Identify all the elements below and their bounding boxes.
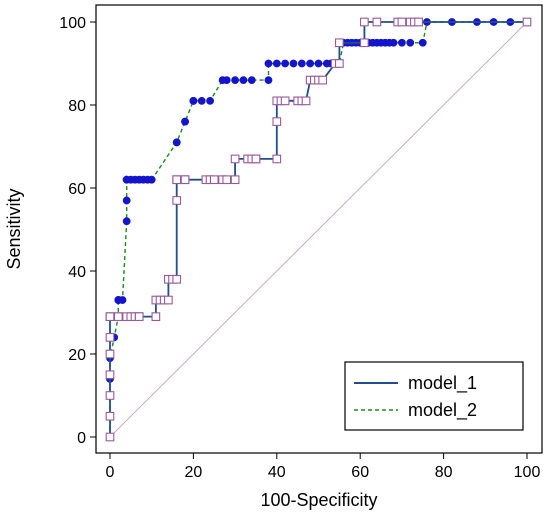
legend-label-model-1: model_1 bbox=[408, 373, 477, 394]
data-point-model-1 bbox=[105, 370, 115, 380]
data-point-model-1 bbox=[272, 117, 282, 126]
data-point-model-1 bbox=[105, 312, 115, 322]
series-layer bbox=[105, 17, 532, 442]
data-point-model-1 bbox=[134, 312, 144, 322]
data-point-model-1 bbox=[334, 59, 344, 68]
data-point-model-2 bbox=[206, 96, 214, 105]
axis-layer: 0 20 40 60 80 100 0 20 40 60 80 100 bbox=[59, 15, 540, 481]
data-point-model-2 bbox=[314, 59, 323, 68]
data-point-model-1 bbox=[151, 312, 161, 322]
data-point-model-2 bbox=[406, 38, 415, 47]
x-tick-label: 0 bbox=[106, 464, 115, 481]
x-tick-label: 40 bbox=[268, 464, 286, 481]
data-point-model-1 bbox=[397, 17, 407, 27]
y-tick-label: 40 bbox=[68, 264, 86, 281]
data-point-model-1 bbox=[105, 411, 115, 421]
y-tick-label: 80 bbox=[68, 98, 86, 115]
data-point-model-2 bbox=[297, 59, 306, 68]
data-point-model-1 bbox=[209, 175, 219, 185]
y-tick-label: 60 bbox=[68, 181, 86, 198]
data-point-model-2 bbox=[239, 76, 248, 84]
data-point-model-1 bbox=[360, 17, 369, 27]
data-point-model-2 bbox=[122, 196, 131, 205]
data-point-model-1 bbox=[230, 175, 240, 185]
data-point-model-1 bbox=[318, 75, 328, 85]
y-tick-label: 100 bbox=[59, 15, 86, 32]
data-point-model-1 bbox=[522, 17, 532, 27]
data-point-model-1 bbox=[105, 333, 115, 342]
data-point-model-1 bbox=[372, 17, 382, 27]
data-point-model-2 bbox=[272, 59, 281, 68]
data-point-model-2 bbox=[197, 96, 206, 105]
data-point-model-2 bbox=[281, 59, 290, 68]
data-point-model-2 bbox=[231, 76, 239, 84]
legend: model_1 model_2 bbox=[344, 361, 524, 431]
x-tick-label: 100 bbox=[514, 464, 541, 481]
data-point-model-1 bbox=[272, 154, 282, 164]
data-point-model-2 bbox=[181, 117, 189, 126]
data-point-model-2 bbox=[418, 38, 427, 47]
data-point-model-1 bbox=[172, 274, 182, 284]
data-point-model-1 bbox=[301, 96, 311, 106]
y-axis-label: Sensitivity bbox=[4, 188, 24, 269]
data-point-model-2 bbox=[289, 59, 298, 68]
data-point-model-2 bbox=[264, 59, 273, 68]
data-point-model-2 bbox=[389, 38, 398, 47]
data-point-model-1 bbox=[105, 349, 115, 359]
data-point-model-1 bbox=[360, 38, 369, 48]
plot-area-frame bbox=[95, 4, 543, 454]
data-point-model-1 bbox=[172, 196, 182, 205]
data-point-model-1 bbox=[334, 38, 344, 48]
data-point-model-2 bbox=[189, 96, 198, 105]
reference-line-layer bbox=[109, 21, 528, 438]
data-point-model-2 bbox=[222, 76, 231, 84]
series-model-1 bbox=[105, 17, 532, 442]
legend-label-model-2: model_2 bbox=[408, 400, 477, 421]
y-tick-label: 20 bbox=[68, 347, 86, 364]
data-point-model-2 bbox=[264, 76, 273, 84]
data-point-model-2 bbox=[306, 59, 315, 68]
data-point-model-1 bbox=[230, 154, 240, 164]
data-point-model-2 bbox=[172, 138, 181, 147]
data-point-model-1 bbox=[222, 175, 232, 185]
data-point-model-1 bbox=[105, 391, 115, 400]
data-point-model-1 bbox=[180, 175, 190, 185]
x-tick-label: 60 bbox=[351, 464, 369, 481]
x-tick-label: 20 bbox=[185, 464, 203, 481]
data-point-model-2 bbox=[147, 175, 156, 184]
data-point-model-1 bbox=[164, 295, 173, 305]
x-axis-label: 100-Specificity bbox=[260, 490, 377, 510]
data-point-model-1 bbox=[251, 154, 261, 164]
legend-box bbox=[344, 361, 524, 431]
data-point-model-1 bbox=[414, 17, 423, 27]
data-point-model-2 bbox=[122, 217, 131, 226]
data-point-model-1 bbox=[172, 175, 182, 185]
data-point-model-2 bbox=[118, 296, 127, 304]
data-point-model-2 bbox=[397, 38, 406, 47]
x-tick-label: 80 bbox=[435, 464, 453, 481]
data-point-model-1 bbox=[113, 312, 123, 322]
y-tick-label: 0 bbox=[77, 430, 86, 447]
data-point-model-1 bbox=[280, 96, 290, 106]
data-point-model-1 bbox=[105, 432, 115, 442]
data-point-model-2 bbox=[247, 76, 256, 84]
reference-diagonal-line bbox=[109, 21, 528, 438]
